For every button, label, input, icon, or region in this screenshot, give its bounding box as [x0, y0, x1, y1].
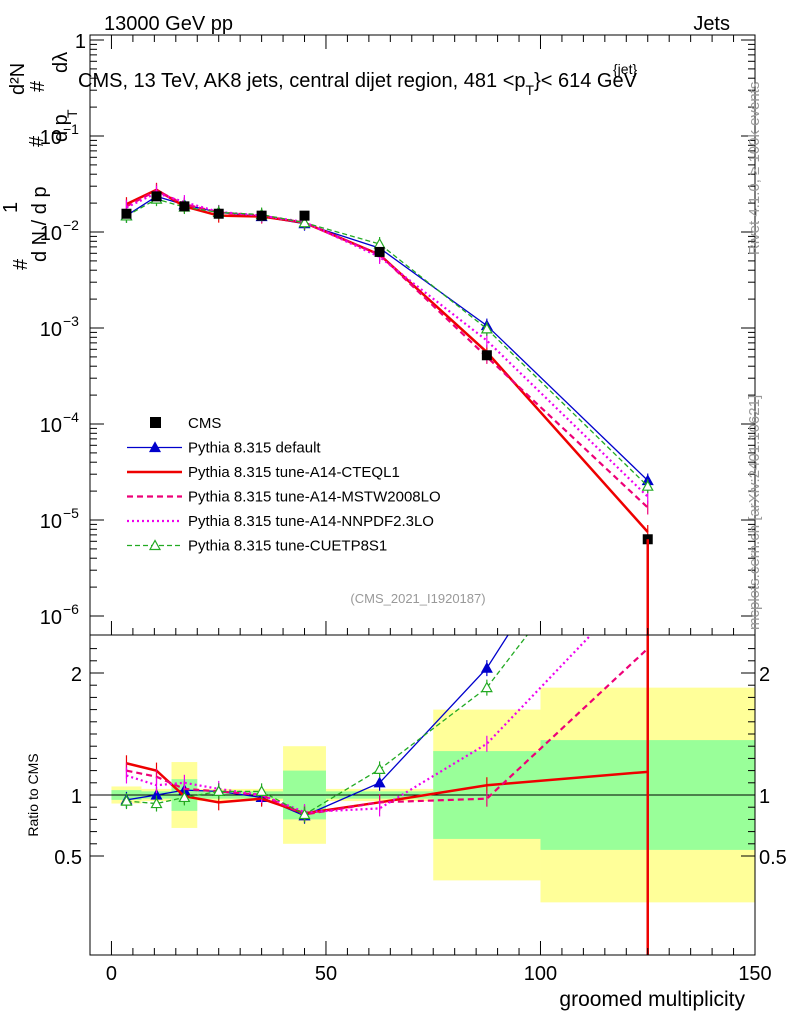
axis-ticks — [90, 35, 756, 955]
chart-title: CMS, 13 TeV, AK8 jets, central dijet reg… — [78, 70, 638, 98]
ytick-label: 10 — [40, 319, 62, 341]
cms-point — [121, 208, 132, 219]
ratio-marker — [255, 785, 268, 796]
cms-point — [374, 246, 385, 257]
ratio-marker — [298, 808, 311, 820]
main-ylabel: # 1 d N / d p # d p T d²N # dλ — [0, 52, 80, 270]
legend-label-cms: CMS — [188, 415, 221, 432]
cms-point — [151, 191, 162, 202]
series-marker — [298, 216, 311, 228]
series-marker — [641, 479, 654, 491]
ratio-marker — [373, 763, 386, 774]
series-line-4 — [126, 198, 649, 487]
ytick-label: 1 — [75, 31, 86, 53]
ytick-exponent: −3 — [63, 313, 79, 329]
ylabel-hash3: # — [27, 80, 49, 92]
legend-label-4: Pythia 8.315 tune-CUETP8S1 — [188, 538, 387, 555]
ylabel-dlam: dλ — [50, 52, 72, 73]
ratio-ytick-label: 0.5 — [54, 847, 82, 869]
analysis-watermark: (CMS_2021_I1920187) — [350, 591, 485, 606]
ratio-ytick-label-right: 0.5 — [759, 847, 786, 869]
ylabel-T1: T — [64, 109, 80, 118]
xtick-label: 50 — [315, 963, 337, 985]
series-line-2 — [125, 189, 649, 509]
ylabel-hash1: # — [10, 258, 32, 270]
ytick-label: 10 — [40, 223, 62, 245]
ylabel-d2N: d²N — [7, 63, 29, 95]
ratio-marker — [480, 661, 493, 673]
title-post: }< 614 GeV — [534, 70, 638, 92]
legend-label-0: Pythia 8.315 default — [188, 440, 321, 457]
ratio-ytick-label: 2 — [71, 664, 82, 686]
header-left: 13000 GeV pp — [104, 13, 233, 35]
ratio-line-3 — [126, 635, 593, 814]
ratio-marker — [178, 791, 191, 803]
cms-point — [213, 208, 224, 219]
ratio-ytick-label-right: 1 — [759, 786, 770, 808]
ratio-marker — [373, 776, 386, 788]
cms-point — [256, 210, 267, 221]
series-line-0 — [126, 195, 649, 481]
mcplots-label: mcplots.cern.ch [arXiv:2401.10621] — [746, 395, 763, 630]
ytick-label: 10 — [40, 607, 62, 629]
ytick-exponent: −4 — [63, 409, 79, 425]
ytick-exponent: −2 — [63, 217, 79, 233]
legend-marker — [148, 539, 162, 551]
ratio-marker — [212, 785, 225, 796]
ylabel-hash2: # — [26, 135, 48, 147]
main-lines — [120, 182, 654, 635]
series-marker — [480, 322, 493, 334]
xtick-label: 0 — [106, 963, 117, 985]
xtick-label: 100 — [524, 963, 557, 985]
ratio-marker — [480, 681, 493, 693]
legend: CMS Pythia 8.315 default Pythia 8.315 tune… — [127, 415, 441, 555]
title-pre: CMS, 13 TeV, AK8 jets, central dijet reg… — [78, 70, 526, 92]
ratio-bands — [90, 687, 755, 903]
ratio-ylabel: Ratio to CMS — [25, 753, 41, 836]
ytick-label: 10 — [40, 127, 62, 149]
ylabel-den-dpT: d p — [50, 114, 72, 142]
legend-label-1: Pythia 8.315 tune-A14-CTEQL1 — [188, 464, 400, 481]
title-sub: T — [526, 82, 535, 98]
ratio-line-2 — [126, 647, 649, 816]
ytick-label: 10 — [40, 511, 62, 533]
ratio-marker — [150, 797, 163, 809]
cms-point — [299, 210, 310, 221]
legend-marker — [148, 441, 162, 453]
cms-point — [179, 201, 190, 212]
title-sup: {jet} — [613, 61, 637, 77]
ytick-label: 10 — [40, 415, 62, 437]
xtick-label: 150 — [738, 963, 771, 985]
legend-label-2: Pythia 8.315 tune-A14-MSTW2008LO — [188, 489, 441, 506]
ytick-exponent: −6 — [63, 601, 79, 617]
legend-symbol-cms — [150, 417, 161, 428]
ratio-marker — [120, 794, 133, 806]
legend-label-3: Pythia 8.315 tune-A14-NNPDF2.3LO — [188, 513, 434, 530]
ratio-lines — [120, 412, 653, 955]
ylabel-one: 1 — [0, 202, 22, 213]
ratio-ytick-label: 1 — [71, 786, 82, 808]
ylabel-den-dN: d N / d p — [29, 186, 51, 262]
ytick-exponent: −1 — [63, 121, 79, 137]
ratio-marker — [643, 412, 653, 421]
xlabel: groomed multiplicity — [559, 988, 745, 1011]
header-right: Jets — [693, 13, 730, 35]
ytick-exponent: −5 — [63, 505, 79, 521]
cms-point — [481, 350, 492, 361]
rivet-label: Rivet 4.1.0, ≥ 100k events — [746, 82, 763, 255]
ratio-ytick-label-right: 2 — [759, 664, 770, 686]
